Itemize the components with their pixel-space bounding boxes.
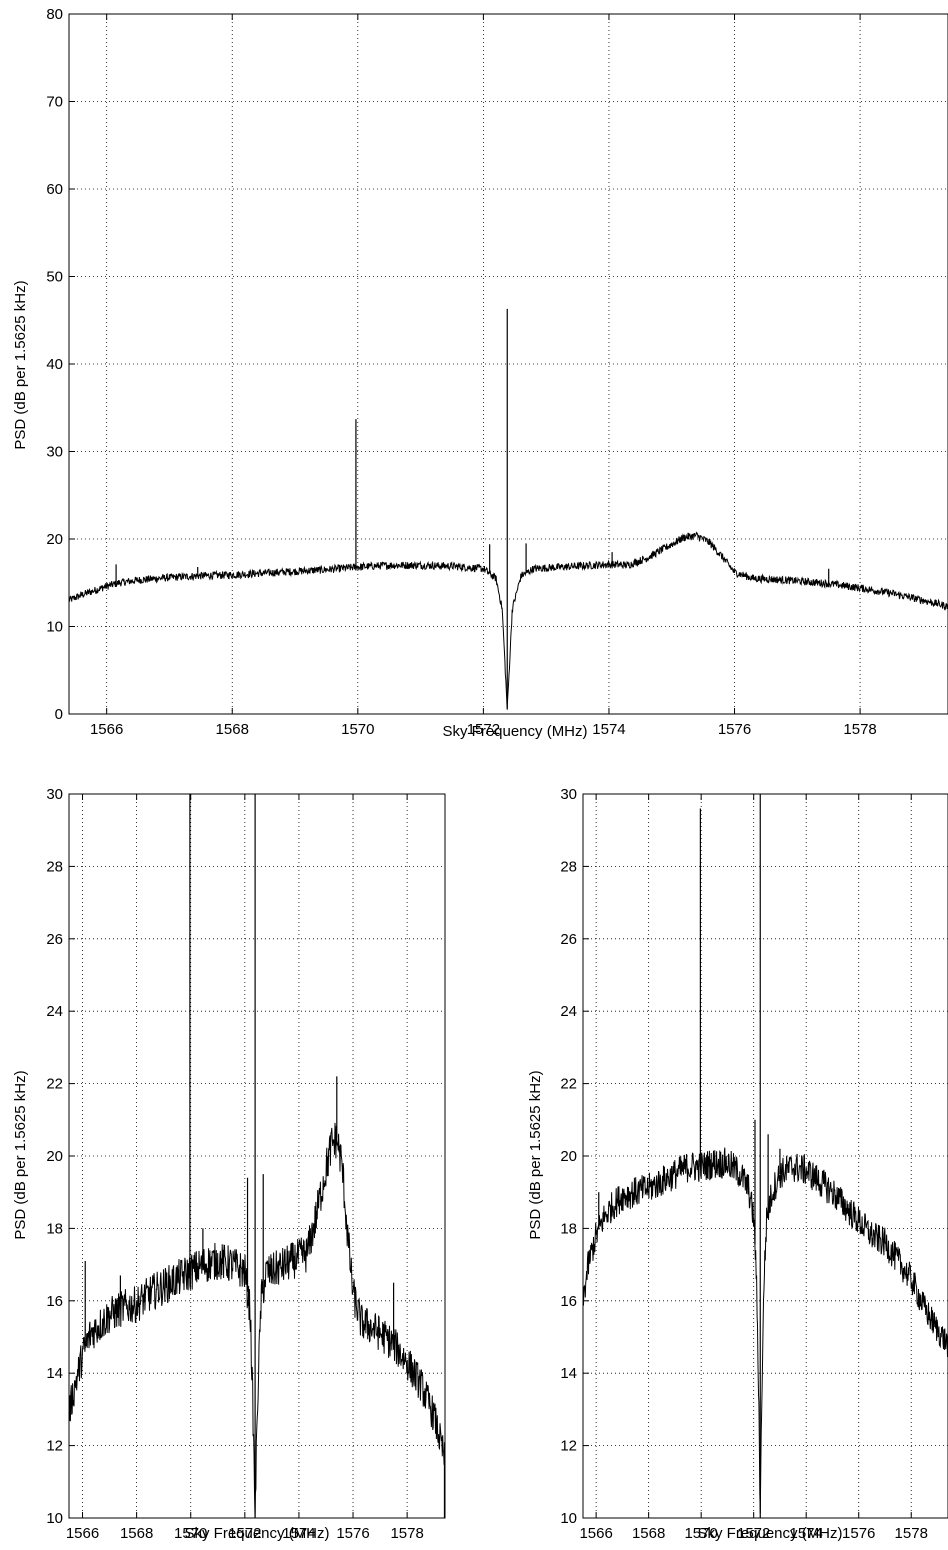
y-tick-label: 40 — [46, 356, 63, 373]
axes-frame-top — [68, 13, 948, 715]
y-tick-label: 24 — [46, 1003, 63, 1020]
x-tick-label: 1578 — [895, 1525, 928, 1542]
x-tick-label: 1566 — [579, 1525, 612, 1542]
x-tick-label: 1574 — [592, 721, 625, 738]
x-tick-label: 1576 — [718, 721, 751, 738]
y-tick-label: 12 — [560, 1438, 577, 1455]
y-tick-label: 14 — [560, 1365, 577, 1382]
y-axis-label-bottom-right: PSD (dB per 1.5625 kHz) — [527, 1070, 544, 1239]
y-tick-label: 26 — [560, 931, 577, 948]
ticks-bottom-left: 1566 1568 1570 1572 1574 1576 1578 10 12 14 16 18 20… — [46, 786, 424, 1542]
x-tick-label: 1566 — [66, 1525, 99, 1542]
y-tick-label: 10 — [46, 1510, 63, 1527]
y-tick-label: 18 — [46, 1220, 63, 1237]
grid-top — [69, 14, 948, 714]
x-tick-label: 1568 — [120, 1525, 153, 1542]
y-tick-label: 50 — [46, 269, 63, 286]
grid-bottom-right — [583, 794, 948, 1518]
y-tick-label: 12 — [46, 1438, 63, 1455]
x-tick-label: 1572 — [467, 721, 500, 738]
y-axis-label-top: PSD (dB per 1.5625 kHz) — [12, 280, 29, 449]
psd-trace — [69, 531, 948, 709]
y-tick-label: 30 — [560, 786, 577, 803]
x-axis-label-top: Sky Frequency (MHz) — [442, 723, 587, 740]
x-tick-label: 1568 — [632, 1525, 665, 1542]
x-tick-label: 1566 — [90, 721, 123, 738]
chart-top: 1566 1568 1570 1572 1574 1576 1578 0 10 20 30 40 50 6… — [12, 6, 948, 740]
y-tick-label: 30 — [46, 444, 63, 461]
y-tick-label: 10 — [46, 619, 63, 636]
y-tick-label: 28 — [560, 858, 577, 875]
axes-frame-bottom-right — [582, 793, 948, 1519]
x-tick-label: 1568 — [216, 721, 249, 738]
psd-trace — [583, 1147, 948, 1514]
y-tick-label: 70 — [46, 94, 63, 111]
plot-line-bottom-left — [69, 794, 445, 1518]
y-tick-label: 0 — [55, 706, 63, 723]
chart-bottom-right: 1566 1568 1570 1572 1574 1576 1578 10 12 14 16 18 20… — [527, 786, 948, 1542]
y-tick-label: 28 — [46, 858, 63, 875]
x-tick-label: 1570 — [684, 1525, 717, 1542]
y-tick-label: 16 — [560, 1293, 577, 1310]
y-tick-label: 22 — [560, 1076, 577, 1093]
x-tick-label: 1572 — [737, 1525, 770, 1542]
y-tick-label: 10 — [560, 1510, 577, 1527]
y-tick-label: 20 — [46, 1148, 63, 1165]
y-tick-label: 20 — [560, 1148, 577, 1165]
x-tick-label: 1578 — [843, 721, 876, 738]
x-axis-label-bottom-left: Sky Frequency (MHz) — [184, 1525, 329, 1542]
y-tick-label: 14 — [46, 1365, 63, 1382]
x-tick-label: 1574 — [282, 1525, 315, 1542]
grid-bottom-left — [69, 794, 445, 1518]
plot-line-bottom-right — [583, 794, 948, 1518]
x-tick-label: 1570 — [174, 1525, 207, 1542]
x-tick-label: 1574 — [790, 1525, 823, 1542]
x-axis-label-bottom-right: Sky Frequency (MHz) — [697, 1525, 842, 1542]
y-tick-label: 60 — [46, 181, 63, 198]
x-tick-label: 1570 — [341, 721, 374, 738]
y-tick-label: 26 — [46, 931, 63, 948]
ticks-bottom-right: 1566 1568 1570 1572 1574 1576 1578 10 12 14 16 18 20… — [560, 786, 928, 1542]
y-tick-label: 80 — [46, 6, 63, 23]
y-tick-label: 24 — [560, 1003, 577, 1020]
y-axis-label-bottom-left: PSD (dB per 1.5625 kHz) — [12, 1070, 29, 1239]
x-tick-label: 1576 — [336, 1525, 369, 1542]
y-tick-label: 22 — [46, 1076, 63, 1093]
y-tick-label: 16 — [46, 1293, 63, 1310]
y-tick-label: 30 — [46, 786, 63, 803]
plot-line-top — [69, 308, 948, 710]
psd-trace — [69, 1122, 445, 1518]
ticks-top: 1566 1568 1570 1572 1574 1576 1578 0 10 20 30 40 50 6… — [46, 6, 876, 738]
x-tick-label: 1578 — [390, 1525, 423, 1542]
x-tick-label: 1572 — [228, 1525, 261, 1542]
chart-bottom-left: 1566 1568 1570 1572 1574 1576 1578 10 12 14 16 18 20… — [12, 786, 446, 1542]
x-tick-label: 1576 — [842, 1525, 875, 1542]
y-tick-label: 20 — [46, 531, 63, 548]
y-tick-label: 18 — [560, 1220, 577, 1237]
